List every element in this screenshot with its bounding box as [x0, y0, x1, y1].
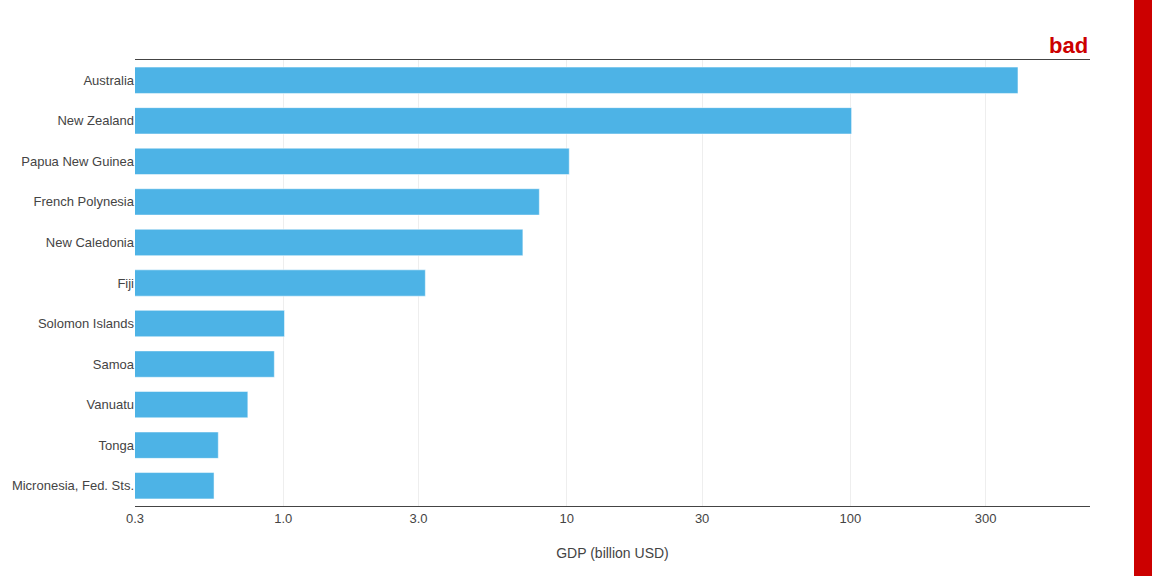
- svg-text:30: 30: [695, 511, 709, 526]
- svg-text:0.3: 0.3: [126, 511, 144, 526]
- svg-text:New Caledonia: New Caledonia: [46, 235, 135, 250]
- svg-text:Vanuatu: Vanuatu: [87, 397, 134, 412]
- svg-text:French Polynesia: French Polynesia: [34, 194, 135, 209]
- svg-text:bad: bad: [1049, 33, 1088, 58]
- svg-text:Papua New Guinea: Papua New Guinea: [21, 154, 135, 169]
- svg-text:Micronesia, Fed. Sts.: Micronesia, Fed. Sts.: [12, 478, 134, 493]
- svg-text:Solomon Islands: Solomon Islands: [38, 316, 135, 331]
- svg-text:1.0: 1.0: [274, 511, 292, 526]
- svg-text:100: 100: [840, 511, 862, 526]
- svg-text:GDP (billion USD): GDP (billion USD): [556, 545, 669, 561]
- svg-text:Samoa: Samoa: [93, 357, 135, 372]
- svg-text:Australia: Australia: [83, 73, 134, 88]
- svg-text:300: 300: [975, 511, 997, 526]
- svg-text:10: 10: [560, 511, 574, 526]
- svg-text:New Zealand: New Zealand: [57, 113, 134, 128]
- svg-text:Tonga: Tonga: [99, 438, 135, 453]
- svg-text:Fiji: Fiji: [117, 276, 134, 291]
- svg-text:3.0: 3.0: [410, 511, 428, 526]
